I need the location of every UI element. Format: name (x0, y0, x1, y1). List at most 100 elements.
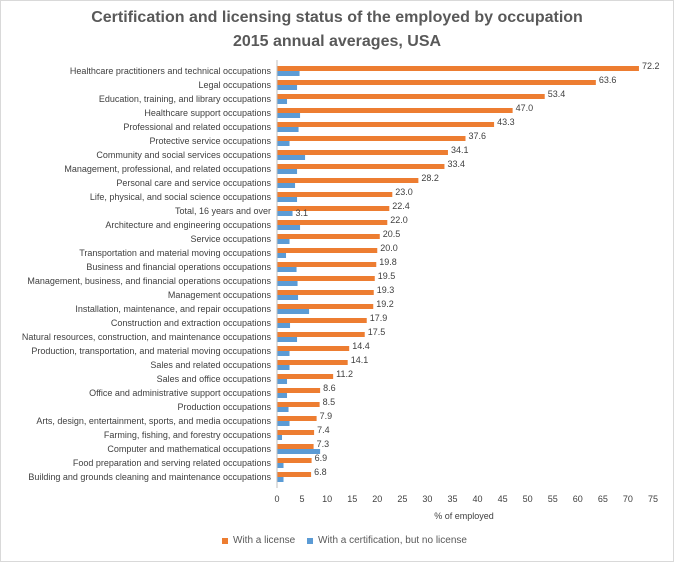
data-label-license: 6.9 (315, 453, 328, 463)
data-label-license: 19.2 (376, 299, 394, 309)
bar-license (277, 262, 377, 267)
bar-license (277, 388, 321, 393)
data-label-license: 72.2 (642, 61, 660, 71)
legend-swatch-license (222, 537, 228, 544)
category-label: Production, transportation, and material… (31, 346, 271, 356)
category-label: Life, physical, and social science occup… (90, 192, 272, 202)
category-label: Computer and mathematical occupations (107, 444, 271, 454)
category-label: Total, 16 years and over (175, 206, 271, 216)
bar-certification (277, 477, 284, 482)
bar-license (277, 430, 315, 435)
legend-item-certification: With a certification, but no license (307, 535, 467, 546)
category-label: Farming, fishing, and forestry occupatio… (104, 430, 272, 440)
category-label: Natural resources, construction, and mai… (22, 332, 272, 342)
data-label-license: 37.6 (469, 131, 487, 141)
bar-certification (277, 71, 300, 76)
bar-license (277, 108, 513, 113)
bar-certification (277, 253, 287, 258)
bar-certification (277, 183, 296, 188)
bar-license (277, 122, 495, 127)
bar-certification (277, 435, 283, 440)
category-label: Construction and extraction occupations (111, 318, 272, 328)
category-label: Architecture and engineering occupations (105, 220, 271, 230)
bar-certification (277, 281, 298, 286)
bar-license (277, 150, 448, 155)
bar-certification (277, 463, 284, 468)
bar-certification (277, 421, 290, 426)
category-label: Education, training, and library occupat… (99, 94, 272, 104)
data-label-license: 33.4 (447, 159, 465, 169)
chart-title: Certification and licensing status of th… (91, 9, 583, 26)
bar-certification (277, 337, 298, 342)
data-label-certification: 3.1 (296, 208, 309, 218)
bar-license (277, 458, 312, 463)
bar-certification (277, 211, 293, 216)
x-tick-label: 75 (648, 494, 658, 504)
category-label: Office and administrative support occupa… (89, 388, 271, 398)
bar-license (277, 80, 596, 85)
data-label-license: 47.0 (516, 103, 534, 113)
bar-license (277, 206, 390, 211)
data-label-license: 19.8 (379, 257, 397, 267)
bar-certification (277, 309, 310, 314)
bar-license (277, 136, 466, 141)
data-label-license: 8.6 (323, 383, 336, 393)
category-label: Sales and related occupations (150, 360, 271, 370)
bar-license (277, 402, 320, 407)
x-tick-label: 35 (447, 494, 457, 504)
category-label: Protective service occupations (149, 136, 271, 146)
bar-certification (277, 295, 299, 300)
data-label-license: 11.2 (336, 369, 353, 379)
x-tick-label: 70 (623, 494, 633, 504)
data-label-license: 19.5 (378, 271, 396, 281)
category-label: Management, professional, and related oc… (64, 164, 271, 174)
category-label: Arts, design, entertainment, sports, and… (36, 416, 271, 426)
bar-certification (277, 351, 290, 356)
data-label-license: 28.2 (421, 173, 439, 183)
category-label: Installation, maintenance, and repair oc… (75, 304, 271, 314)
data-label-license: 17.9 (370, 313, 388, 323)
bar-certification (277, 407, 289, 412)
data-label-license: 7.4 (317, 425, 330, 435)
data-label-license: 6.8 (314, 467, 327, 477)
x-tick-label: 20 (372, 494, 382, 504)
bar-certification (277, 239, 290, 244)
x-tick-label: 55 (548, 494, 558, 504)
bar-license (277, 318, 367, 323)
x-axis-title: % of employed (434, 511, 494, 521)
data-label-license: 22.4 (392, 201, 410, 211)
data-label-license: 7.3 (317, 439, 330, 449)
category-label: Management occupations (168, 290, 272, 300)
category-label: Personal care and service occupations (116, 178, 271, 188)
x-tick-label: 5 (300, 494, 305, 504)
bar-certification (277, 225, 301, 230)
bar-license (277, 192, 393, 197)
data-label-license: 14.1 (351, 355, 369, 365)
data-label-license: 53.4 (548, 89, 566, 99)
category-label: Legal occupations (198, 80, 271, 90)
bar-license (277, 332, 365, 337)
bar-certification (277, 197, 298, 202)
bar-license (277, 234, 380, 239)
x-tick-label: 30 (422, 494, 432, 504)
bar-license (277, 374, 334, 379)
legend-item-license: With a license (222, 535, 295, 546)
category-label: Community and social services occupation… (96, 150, 271, 160)
data-label-license: 34.1 (451, 145, 469, 155)
data-label-license: 17.5 (368, 327, 386, 337)
x-tick-label: 45 (498, 494, 508, 504)
bar-license (277, 416, 317, 421)
bar-license (277, 66, 639, 71)
data-label-license: 14.4 (352, 341, 370, 351)
bar-certification (277, 323, 291, 328)
data-label-license: 8.5 (323, 397, 336, 407)
bar-certification (277, 127, 299, 132)
bar-license (277, 178, 419, 183)
legend: With a license With a certification, but… (0, 535, 674, 549)
category-label: Healthcare support occupations (144, 108, 271, 118)
bar-certification (277, 365, 290, 370)
bar-certification (277, 99, 288, 104)
bar-license (277, 444, 314, 449)
x-tick-label: 25 (397, 494, 407, 504)
legend-label-license: With a license (233, 535, 296, 546)
